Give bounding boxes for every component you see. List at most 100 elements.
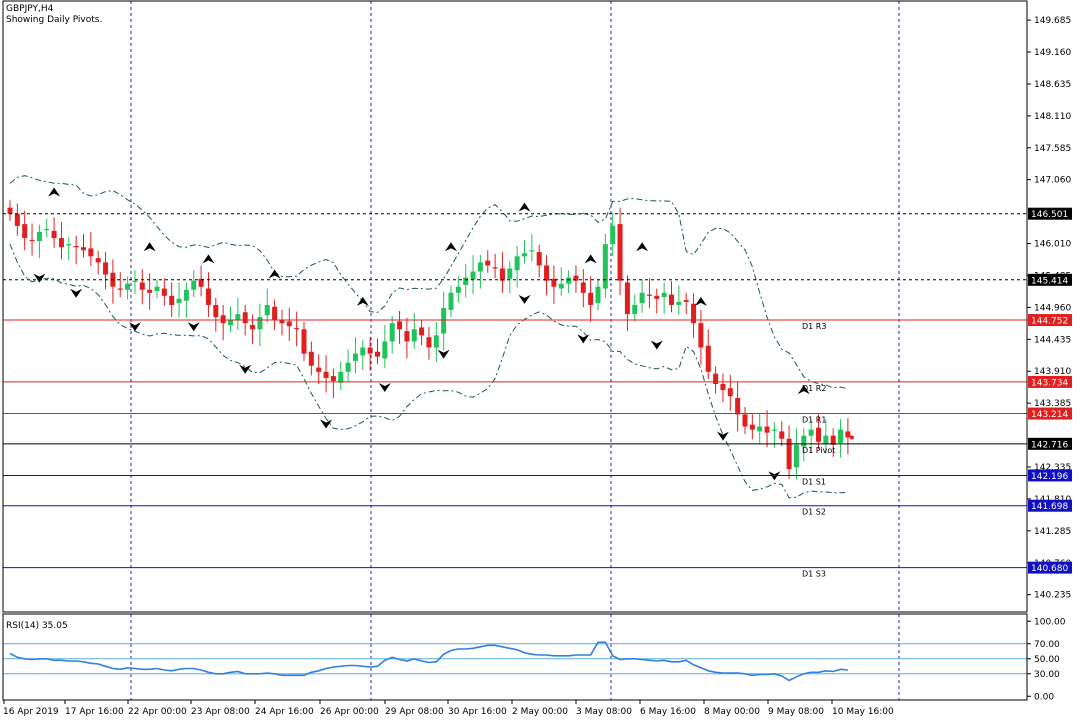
candle[interactable] [88,232,94,267]
candle[interactable] [698,309,704,365]
candle[interactable] [691,293,697,338]
candle[interactable] [786,425,792,479]
candle[interactable] [522,239,527,264]
candle[interactable] [816,414,821,450]
candle[interactable] [845,418,851,455]
candle[interactable] [286,308,292,341]
candle[interactable] [235,297,241,330]
candle[interactable] [580,269,586,308]
candle[interactable] [345,349,351,382]
candle[interactable] [375,338,380,364]
candle[interactable] [81,233,86,258]
candle[interactable] [338,361,344,391]
candle[interactable] [536,244,542,278]
candle[interactable] [602,233,608,299]
candle[interactable] [250,314,256,344]
candle[interactable] [632,294,638,322]
candle[interactable] [51,217,57,248]
candle[interactable] [198,265,204,297]
candle[interactable] [404,317,410,359]
candle[interactable] [705,329,711,380]
candle[interactable] [676,285,682,315]
candle[interactable] [29,223,35,256]
candles[interactable] [7,200,854,480]
candle[interactable] [507,261,513,294]
candle[interactable] [477,255,483,289]
candle[interactable] [132,270,138,295]
candle[interactable] [735,381,741,432]
candle[interactable] [617,207,623,296]
candle[interactable] [22,210,28,251]
candle[interactable] [7,200,13,222]
candle[interactable] [125,276,131,300]
candle[interactable] [301,321,307,361]
candle[interactable] [470,255,476,295]
candle[interactable] [352,337,358,374]
candle[interactable] [220,304,226,341]
candle[interactable] [36,224,42,259]
candle[interactable] [455,276,461,303]
candle[interactable] [257,303,263,347]
candle[interactable] [654,288,660,314]
candle[interactable] [661,282,667,315]
candle[interactable] [529,233,535,262]
candle[interactable] [595,279,601,311]
candle[interactable] [683,292,689,315]
candle[interactable] [713,366,719,394]
candle[interactable] [389,315,395,354]
candle[interactable] [264,288,270,323]
candle[interactable] [95,250,101,275]
candle[interactable] [463,264,469,298]
candle[interactable] [573,265,579,293]
candle[interactable] [279,309,285,336]
candle[interactable] [669,281,674,313]
candle[interactable] [205,272,211,318]
candle[interactable] [720,373,726,403]
candle[interactable] [801,428,807,462]
candle[interactable] [154,279,160,299]
candle[interactable] [183,282,189,318]
candle[interactable] [808,419,814,453]
candle[interactable] [624,275,630,332]
candle[interactable] [191,270,197,298]
candle[interactable] [492,253,498,279]
candle[interactable] [397,311,403,344]
candle[interactable] [272,299,278,330]
candle[interactable] [727,374,733,411]
candle[interactable] [360,340,366,371]
candle[interactable] [58,221,64,260]
candle[interactable] [448,285,454,318]
candle[interactable] [544,255,550,296]
candle[interactable] [316,354,322,384]
candle[interactable] [117,272,123,298]
candle[interactable] [558,267,564,296]
candle[interactable] [742,407,748,434]
candle[interactable] [610,212,616,257]
candle[interactable] [830,428,836,457]
candle[interactable] [764,410,770,448]
candle[interactable] [646,278,652,308]
candle[interactable] [169,282,175,318]
candle[interactable] [485,250,491,273]
candle[interactable] [588,276,594,322]
candle[interactable] [110,259,116,304]
candle[interactable] [793,428,799,480]
candle[interactable] [367,337,373,371]
candle[interactable] [308,341,314,376]
candle[interactable] [323,355,329,393]
candle[interactable] [176,282,182,318]
candle[interactable] [749,414,755,440]
candle[interactable] [823,419,829,454]
candle[interactable] [330,368,336,398]
candle[interactable] [103,252,109,290]
candle[interactable] [411,312,417,349]
candle[interactable] [73,235,79,265]
candle[interactable] [294,311,300,347]
candle[interactable] [514,245,520,288]
candle[interactable] [14,203,20,236]
candle[interactable] [426,326,432,360]
candle[interactable] [757,413,763,444]
candle[interactable] [433,321,439,363]
candle[interactable] [499,252,505,293]
candle[interactable] [566,270,572,294]
